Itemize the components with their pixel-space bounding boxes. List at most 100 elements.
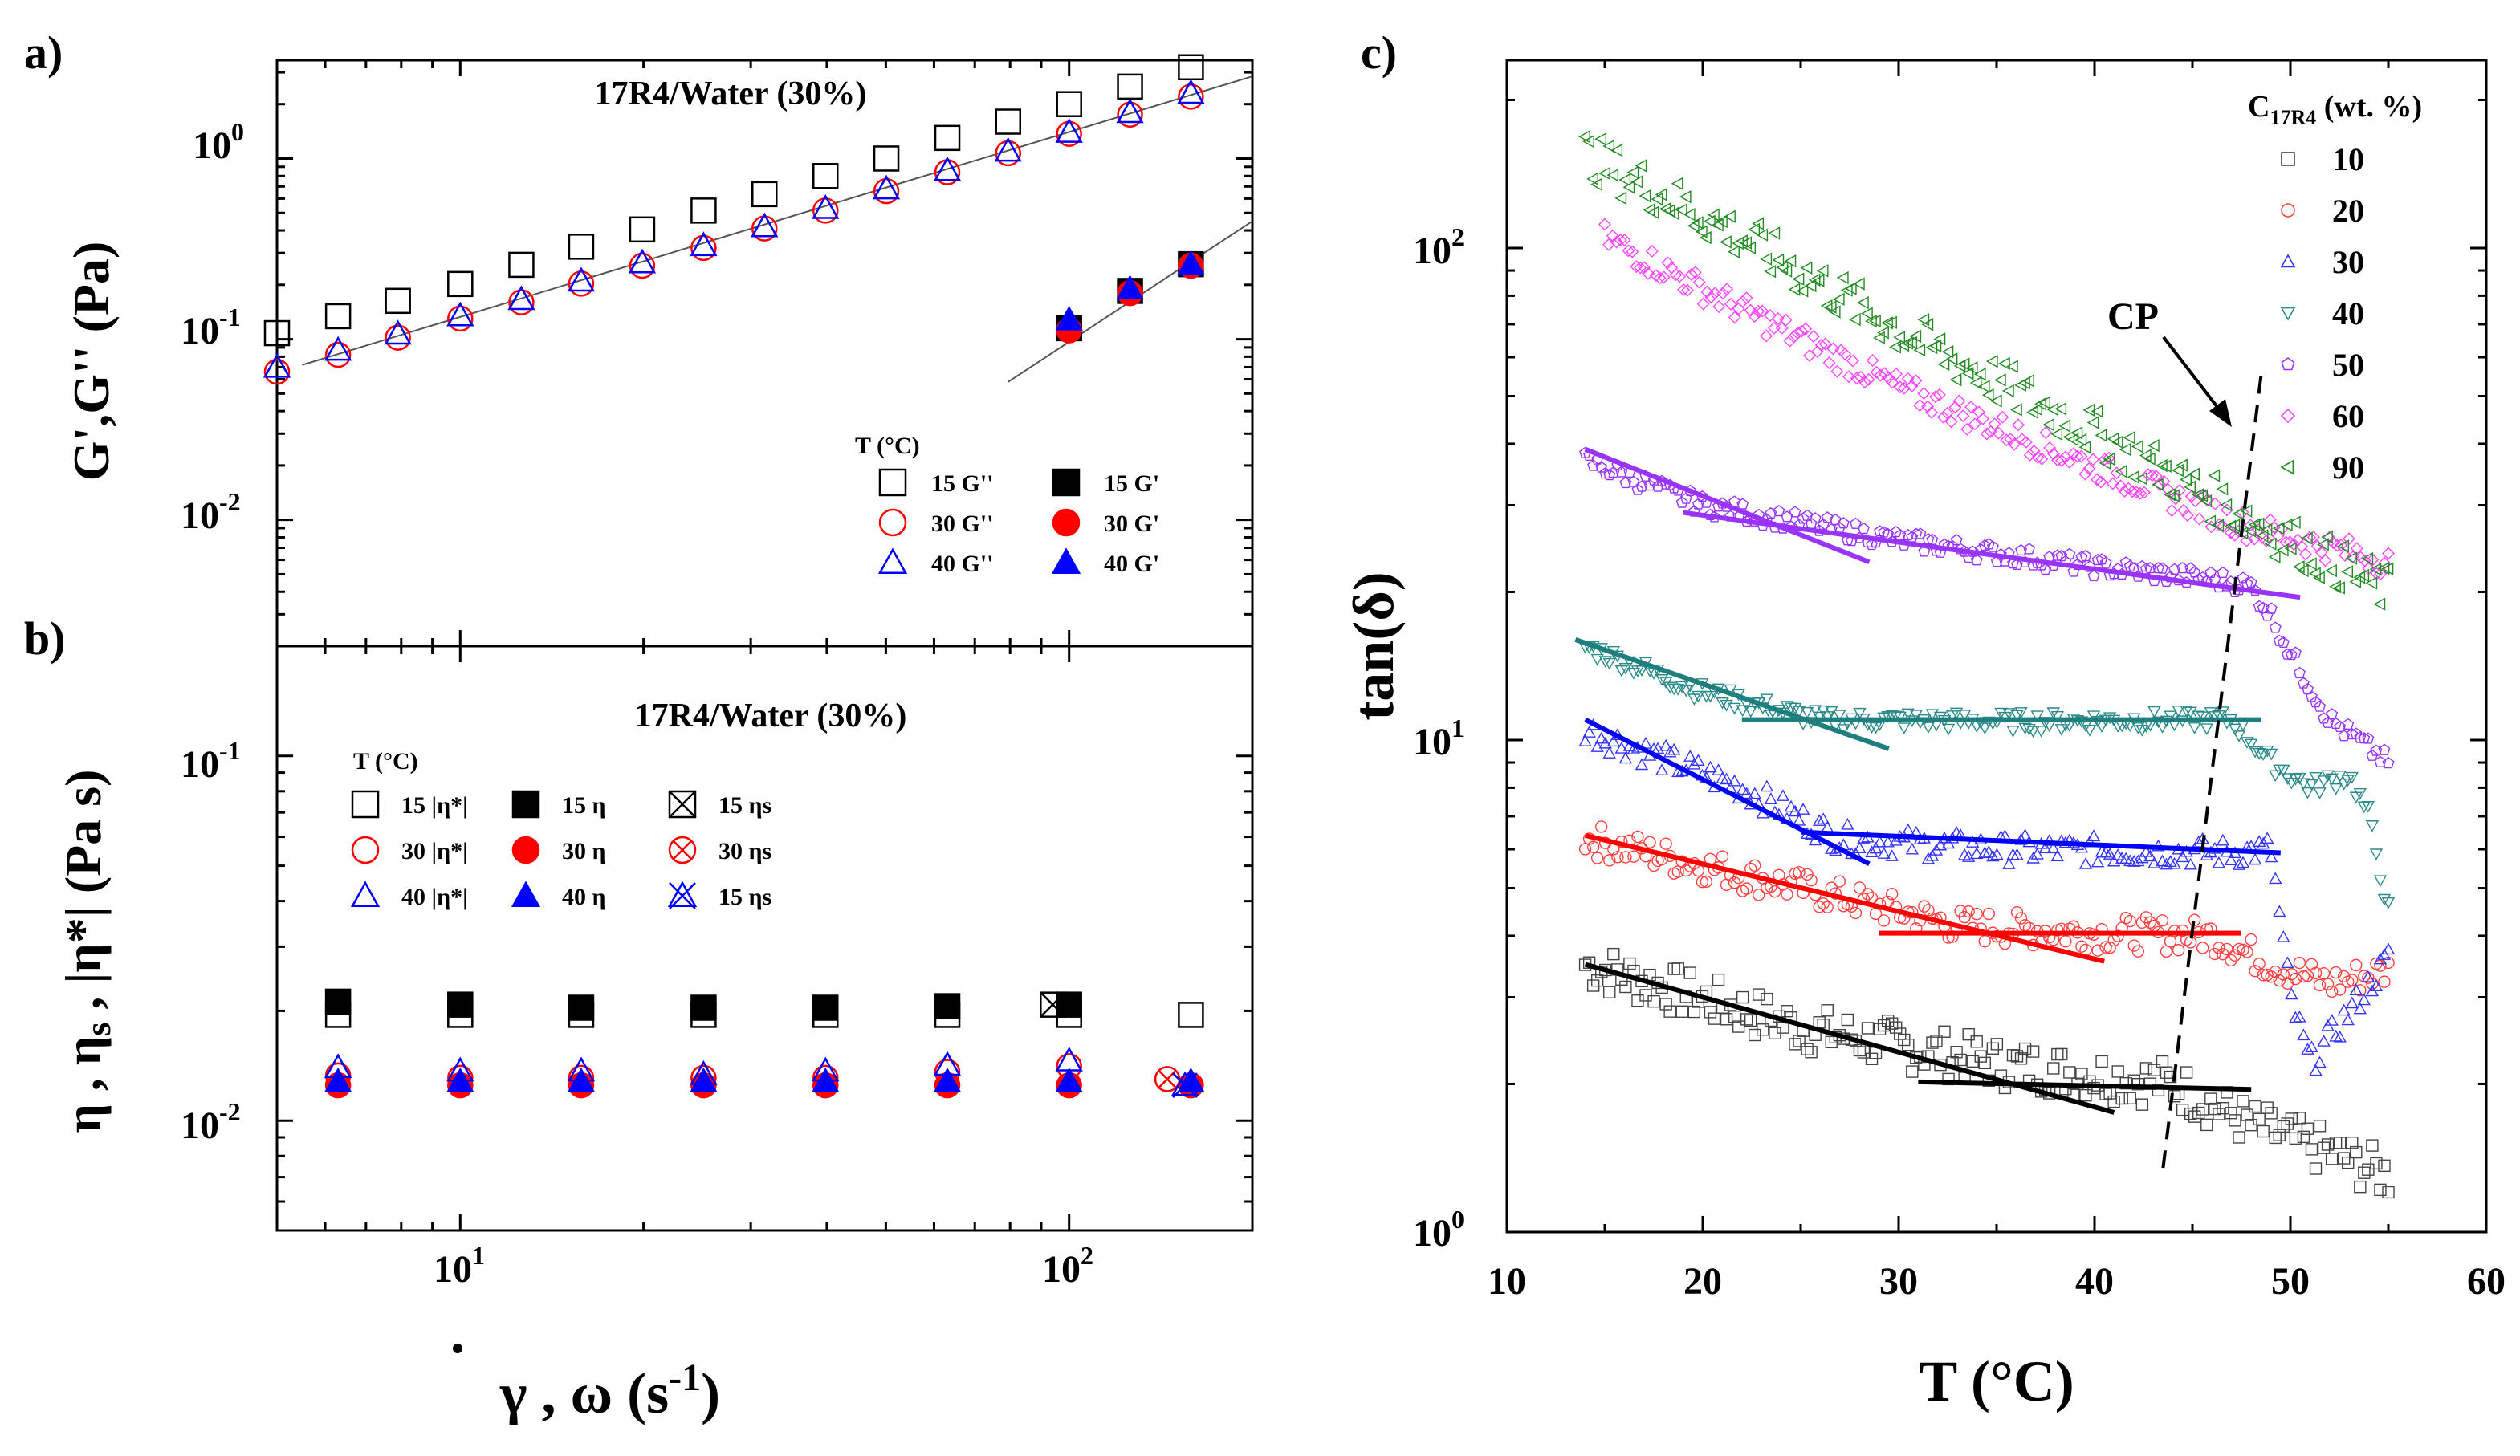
data-point <box>1724 297 1737 311</box>
data-point <box>1619 476 1632 489</box>
data-point <box>2342 1156 2355 1169</box>
data-point <box>2248 532 2261 546</box>
data-point <box>2173 483 2187 497</box>
data-point <box>933 156 962 181</box>
data-point <box>2321 978 2335 990</box>
data-point <box>2023 448 2037 462</box>
data-point <box>2310 539 2324 553</box>
data-point <box>2006 1049 2020 1062</box>
data-point <box>2164 935 2177 948</box>
data-point <box>2256 529 2269 543</box>
data-point <box>2221 580 2233 592</box>
data-point <box>1918 545 1931 557</box>
data-point <box>2228 519 2241 532</box>
legend-marker <box>351 790 380 819</box>
data-point <box>628 248 657 274</box>
data-point <box>2289 1132 2302 1145</box>
data-point <box>2014 707 2028 719</box>
data-point <box>1812 274 1825 287</box>
data-point <box>1877 847 1891 859</box>
data-point <box>690 1067 718 1092</box>
data-point <box>1783 334 1797 348</box>
data-point <box>690 994 717 1021</box>
data-point <box>1921 318 1934 331</box>
data-point <box>2209 947 2221 961</box>
data-point <box>2248 518 2261 531</box>
data-point <box>1993 373 2006 387</box>
data-point <box>2078 857 2093 869</box>
legend-entry-15-G2: 15 G'' <box>931 470 994 497</box>
data-point <box>1889 367 1903 380</box>
data-point <box>2147 856 2161 868</box>
x-tick-label: 10 <box>1488 1260 1526 1303</box>
data-point <box>2208 711 2222 723</box>
data-point <box>1761 992 1773 1006</box>
data-point <box>1897 381 1911 395</box>
data-point <box>2119 912 2132 925</box>
data-point <box>1659 837 1672 850</box>
data-point <box>2233 942 2245 956</box>
data-point <box>508 289 535 315</box>
data-point <box>1922 904 1935 917</box>
data-point <box>1655 674 1669 686</box>
data-point <box>2038 396 2050 409</box>
data-point <box>1990 848 2004 860</box>
data-point <box>1631 483 1644 495</box>
data-point <box>1825 1035 1838 1049</box>
data-point <box>2374 1183 2387 1197</box>
data-point <box>1978 722 1992 735</box>
data-point <box>2131 440 2143 453</box>
data-point <box>1826 342 1840 356</box>
data-point <box>1848 312 1861 327</box>
data-point <box>690 234 717 262</box>
data-point <box>1724 209 1736 223</box>
data-point <box>2063 547 2076 559</box>
data-point <box>2027 445 2041 458</box>
data-point <box>2289 646 2302 658</box>
data-point <box>1842 370 1856 384</box>
panel-b-y-axis-label: η , ηs , |η*| (Pa s) <box>55 770 118 1133</box>
data-point <box>2289 972 2302 986</box>
data-point <box>2329 783 2343 795</box>
data-point <box>1873 1023 1887 1035</box>
legend-marker <box>350 881 381 908</box>
data-point <box>1720 772 1733 785</box>
data-point <box>2002 857 2016 869</box>
data-point <box>1695 225 1708 238</box>
data-point <box>1822 356 1836 369</box>
data-point <box>1988 417 2001 431</box>
data-point <box>446 1067 474 1092</box>
data-point <box>1626 742 1641 754</box>
data-point <box>1764 792 1778 804</box>
data-point <box>2287 538 2301 551</box>
data-point <box>1821 711 1834 723</box>
data-point <box>2180 706 2193 718</box>
data-point <box>2257 969 2270 982</box>
data-point <box>2305 557 2317 571</box>
data-point <box>2131 722 2145 734</box>
data-point <box>2241 946 2253 958</box>
data-point <box>2217 566 2229 578</box>
data-point <box>1981 388 1994 402</box>
data-point <box>1756 228 1769 242</box>
panel-a: a) 17R4/Water (30%) 100 10-1 10-2 G',G''… <box>24 26 1254 648</box>
data-point <box>1748 310 1761 323</box>
data-point <box>2325 985 2339 998</box>
data-point <box>1671 765 1685 778</box>
data-point <box>1925 405 1939 419</box>
data-point <box>1792 272 1805 286</box>
data-point <box>934 993 961 1019</box>
data-point <box>1885 710 1899 722</box>
data-point <box>2054 724 2068 736</box>
legend-entry-40-eta-s: 15 ηs <box>719 884 771 910</box>
data-point <box>1865 845 1879 857</box>
data-point <box>2200 848 2213 860</box>
data-point <box>2208 469 2221 482</box>
data-point <box>324 336 352 361</box>
data-point <box>2180 1066 2193 1079</box>
data-point <box>1639 189 1651 203</box>
panel-c-x-ticks: 10 20 30 40 50 60 <box>1488 1260 2506 1303</box>
panel-c-y-axis-label: tan(δ) <box>1341 571 1406 720</box>
data-point <box>1700 285 1714 299</box>
data-point <box>1828 305 1841 319</box>
